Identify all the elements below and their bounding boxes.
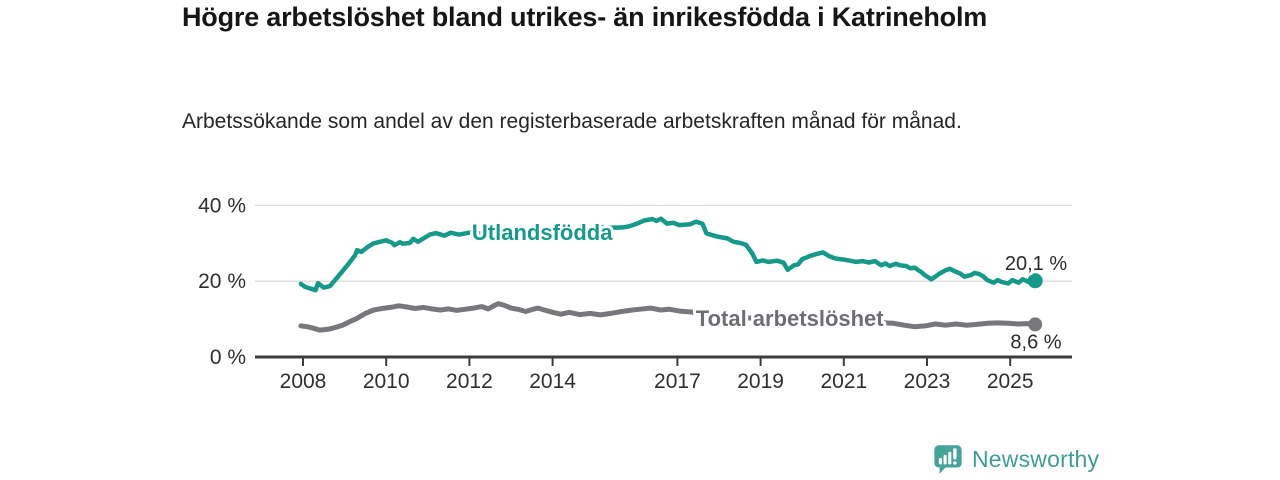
y-tick-label: 20 % xyxy=(198,270,246,293)
end-value-label-utlandsfodda: 20,1 % xyxy=(1005,253,1067,275)
line-chart: 0 % 20 % 40 % 2008 2010 2012 2014 2017 2019 2021 2… xyxy=(198,194,1072,393)
logo-bubble-shape xyxy=(934,445,962,474)
x-tick-label: 2010 xyxy=(363,370,410,393)
newsworthy-logo-text: Newsworthy xyxy=(972,446,1100,472)
x-tick-label: 2025 xyxy=(987,370,1034,393)
series-label-utlandsfodda: Utlandsfödda xyxy=(472,220,613,245)
series-label-total: Total arbetslöshet xyxy=(696,306,885,331)
x-tick-label: 2023 xyxy=(904,370,951,393)
newsworthy-logo: Newsworthy xyxy=(933,444,1099,475)
x-tick-label: 2021 xyxy=(820,370,867,393)
bar-chart-speech-bubble-icon xyxy=(934,445,962,474)
series-end-dot-utlandsfodda xyxy=(1027,273,1043,289)
x-tick-label: 2019 xyxy=(737,370,784,393)
y-tick-label: 40 % xyxy=(198,194,246,217)
page-title: Högre arbetslöshet bland utrikes- än inr… xyxy=(182,2,988,32)
x-tick-label: 2014 xyxy=(529,370,576,393)
y-tick-label: 0 % xyxy=(210,346,246,369)
x-tick-label: 2008 xyxy=(280,370,327,393)
series-line-total xyxy=(298,301,1038,333)
page-subtitle: Arbetssökande som andel av den registerb… xyxy=(182,110,962,133)
x-tick-label: 2012 xyxy=(446,370,493,393)
series-line-utlandsfodda xyxy=(298,216,1038,293)
series-end-dot-total xyxy=(1028,317,1043,332)
end-value-label-total: 8,6 % xyxy=(1010,331,1061,353)
x-tick-label: 2017 xyxy=(654,370,701,393)
